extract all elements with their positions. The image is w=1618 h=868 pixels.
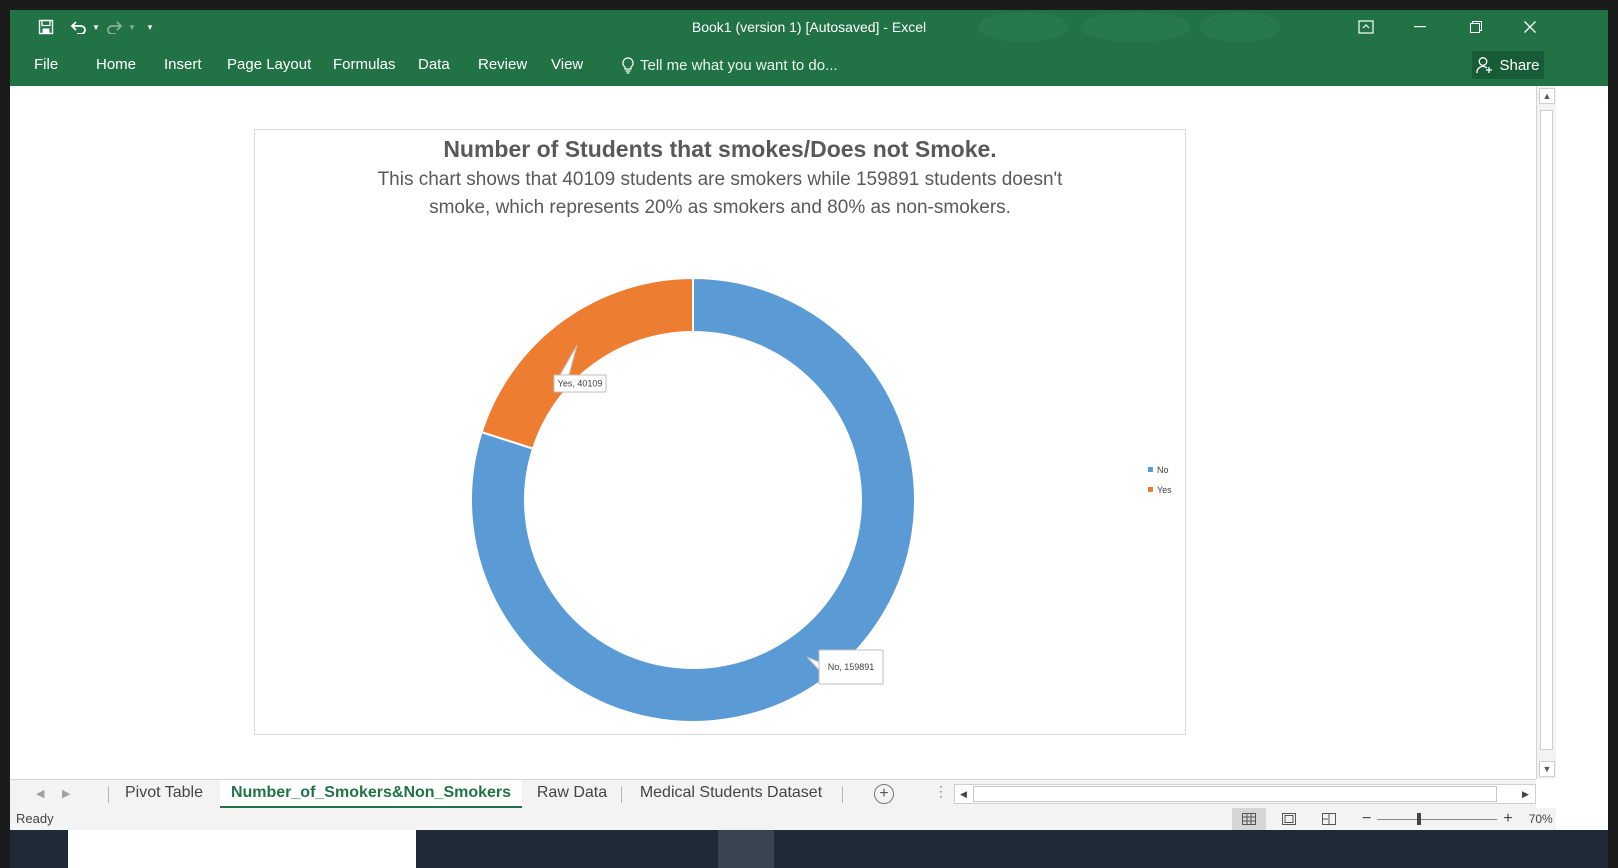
- taskbar-strip: [10, 830, 1608, 868]
- tab-divider: [842, 786, 843, 803]
- doughnut-chart[interactable]: Number of Students that smokes/Does not …: [254, 129, 1186, 735]
- tab-page-layout[interactable]: Page Layout: [227, 56, 312, 73]
- lightbulb-icon: [622, 56, 634, 74]
- undo-icon[interactable]: [68, 10, 90, 44]
- sheet-tabs-bar: ◀ ▶ Pivot Table Number_of_Smokers&Non_Sm…: [10, 779, 1536, 808]
- redo-icon[interactable]: [102, 10, 126, 44]
- tab-splitter-icon[interactable]: ⋮: [934, 783, 948, 799]
- status-bar: Ready − + 70%: [10, 808, 1556, 830]
- zoom-slider-knob[interactable]: [1417, 812, 1422, 825]
- tell-me-text: Tell me what you want to do...: [640, 56, 838, 74]
- chart-plot: No, 159891 Yes, 40109 No Yes: [470, 276, 1172, 723]
- zoom-control: − + 70%: [1362, 808, 1553, 830]
- legend-swatch-yes: [1148, 487, 1153, 492]
- chart-subtitle: This chart shows that 40109 students are…: [377, 169, 1063, 218]
- undo-dropdown-icon[interactable]: ▼: [92, 22, 100, 32]
- sheet-tab-pivot-table[interactable]: Pivot Table: [125, 784, 203, 801]
- scroll-up-icon[interactable]: ▲: [1539, 88, 1555, 104]
- restore-icon[interactable]: [1450, 10, 1502, 44]
- excel-window: ▼ ▼ ▾ Book1 (version 1) [Autosaved] - Ex…: [10, 10, 1608, 868]
- tab-divider: [108, 786, 109, 803]
- scroll-down-icon[interactable]: ▼: [1539, 761, 1555, 777]
- svg-text:Yes, 40109: Yes, 40109: [558, 379, 603, 389]
- title-bar: ▼ ▼ ▾ Book1 (version 1) [Autosaved] - Ex…: [10, 10, 1608, 44]
- sheet-tab-medical-students-dataset[interactable]: Medical Students Dataset: [639, 784, 823, 801]
- zoom-in-icon[interactable]: +: [1503, 810, 1513, 827]
- zoom-level[interactable]: 70%: [1528, 812, 1553, 826]
- save-icon[interactable]: [32, 10, 60, 44]
- tab-view[interactable]: View: [551, 56, 584, 73]
- scroll-left-icon[interactable]: ◀: [960, 788, 967, 799]
- tab-insert[interactable]: Insert: [164, 56, 202, 73]
- legend-label-no: No: [1157, 465, 1169, 475]
- tab-data[interactable]: Data: [418, 56, 450, 73]
- tab-scroll-left-icon[interactable]: ◀: [36, 788, 45, 800]
- data-label-yes[interactable]: Yes, 40109: [553, 344, 607, 393]
- tab-home[interactable]: Home: [96, 56, 137, 73]
- horizontal-scrollbar[interactable]: ◀ ▶: [954, 784, 1536, 804]
- taskbar-button: [718, 830, 774, 868]
- ribbon-display-options-icon[interactable]: [1340, 10, 1392, 44]
- share-button[interactable]: Share: [1472, 51, 1544, 79]
- new-sheet-plus-icon[interactable]: +: [874, 784, 894, 804]
- vertical-scroll-thumb[interactable]: [1540, 110, 1553, 750]
- share-label: Share: [1499, 56, 1540, 74]
- redo-dropdown-icon[interactable]: ▼: [128, 22, 136, 32]
- tab-scroll-right-icon[interactable]: ▶: [62, 788, 71, 800]
- worksheet-area[interactable]: Number of Students that smokes/Does not …: [10, 86, 1536, 824]
- svg-text:No, 159891: No, 159891: [828, 662, 875, 672]
- legend-label-yes: Yes: [1157, 485, 1172, 495]
- sheet-tab-number-of-smokers[interactable]: Number_of_Smokers&Non_Smokers: [220, 780, 522, 808]
- zoom-slider[interactable]: [1377, 812, 1498, 825]
- tab-divider: [621, 786, 622, 803]
- sheet-tab-raw-data[interactable]: Raw Data: [536, 784, 608, 801]
- close-icon[interactable]: [1504, 10, 1556, 44]
- data-label-no[interactable]: No, 159891: [806, 649, 884, 685]
- scroll-right-icon[interactable]: ▶: [1522, 788, 1529, 799]
- right-strip: [1556, 86, 1608, 868]
- taskbar-window-preview: [68, 830, 416, 868]
- tab-review[interactable]: Review: [478, 56, 528, 73]
- person-add-icon: [1476, 57, 1493, 74]
- page-break-preview-icon[interactable]: [1312, 808, 1346, 830]
- ribbon-tabs: File Home Insert Page Layout Formulas Da…: [10, 44, 1608, 86]
- customize-qat-icon[interactable]: ▾: [147, 21, 153, 32]
- doughnut-slice-yes[interactable]: [480, 276, 694, 450]
- page-layout-view-icon[interactable]: [1272, 808, 1306, 830]
- tab-file[interactable]: File: [34, 56, 59, 73]
- tell-me-search[interactable]: Tell me what you want to do...: [622, 44, 838, 86]
- zoom-out-icon[interactable]: −: [1362, 810, 1372, 827]
- doughnut-slice-no[interactable]: [470, 276, 916, 723]
- normal-view-icon[interactable]: [1232, 808, 1266, 830]
- horizontal-scroll-thumb[interactable]: [973, 786, 1497, 802]
- minimize-icon[interactable]: [1394, 10, 1446, 44]
- chart-title: Number of Students that smokes/Does not …: [443, 136, 997, 162]
- tab-formulas[interactable]: Formulas: [333, 56, 396, 73]
- legend-swatch-no: [1148, 467, 1153, 472]
- vertical-scrollbar[interactable]: ▲ ▼: [1536, 86, 1556, 779]
- status-text: Ready: [16, 811, 54, 826]
